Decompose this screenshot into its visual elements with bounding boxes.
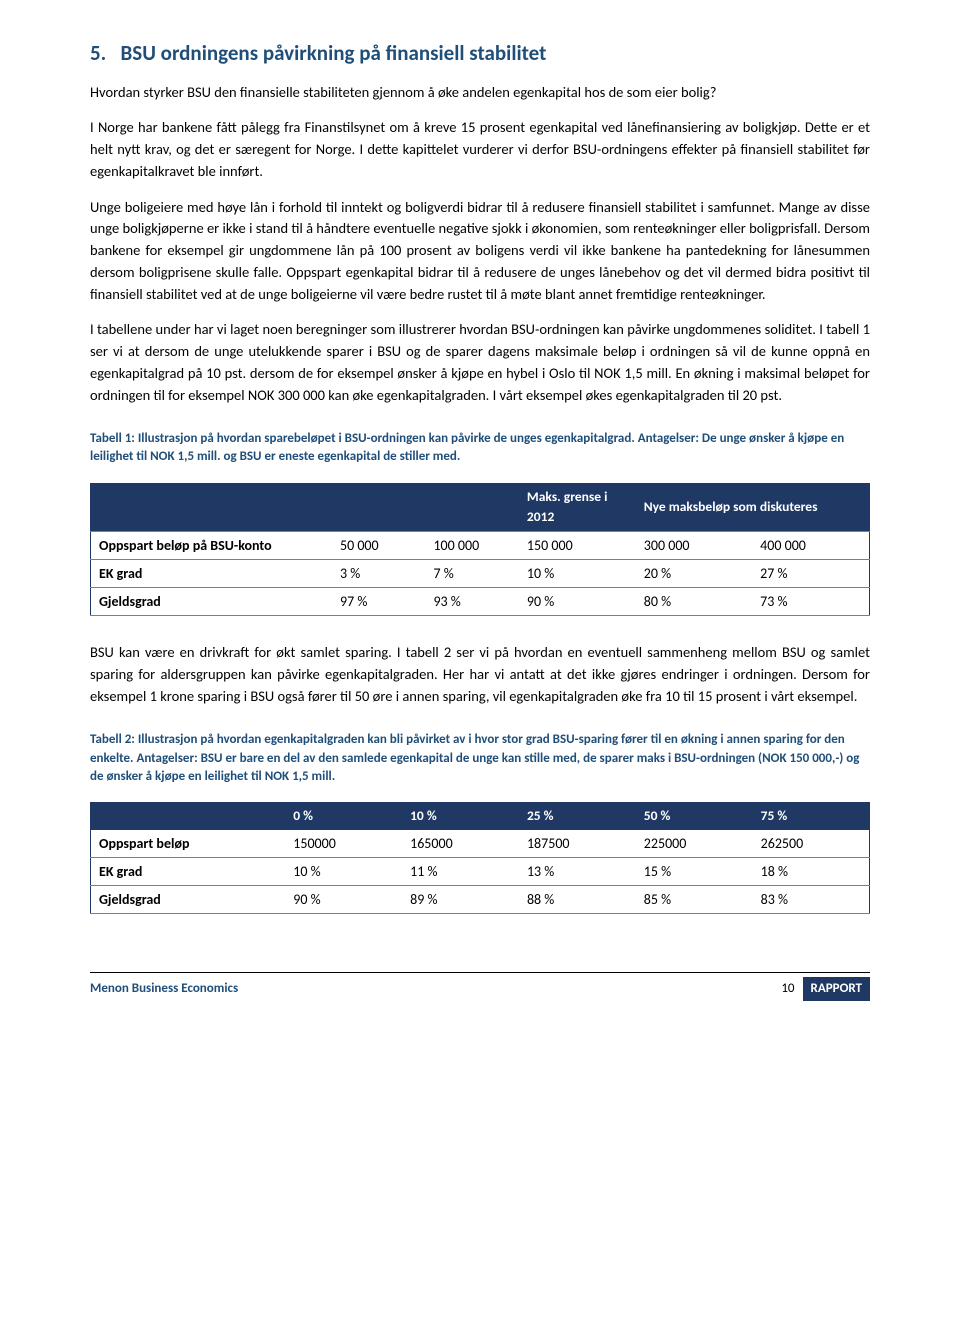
table1-caption: Tabell 1: Illustrasjon på hvordan spareb… <box>90 430 870 466</box>
col-header: 25 % <box>519 802 636 830</box>
table1-header-mid: Maks. grense i 2012 <box>519 483 636 532</box>
row-label: EK grad <box>91 858 286 886</box>
cell: 150 000 <box>519 532 636 560</box>
cell: 93 % <box>425 588 518 616</box>
cell: 150000 <box>285 830 402 858</box>
cell: 97 % <box>332 588 425 616</box>
cell: 225000 <box>636 830 753 858</box>
report-label: RAPPORT <box>803 977 870 1001</box>
section-heading: 5. BSU ordningens påvirkning på finansie… <box>90 38 870 70</box>
col-header: 0 % <box>285 802 402 830</box>
cell: 90 % <box>519 588 636 616</box>
col-header: 50 % <box>636 802 753 830</box>
cell: 88 % <box>519 886 636 914</box>
cell: 10 % <box>519 560 636 588</box>
row-label: Gjeldsgrad <box>91 886 286 914</box>
cell: 187500 <box>519 830 636 858</box>
section-number: 5. <box>90 40 106 66</box>
row-label: EK grad <box>91 560 332 588</box>
cell: 90 % <box>285 886 402 914</box>
table-row: Oppspart beløp på BSU-konto 50 000 100 0… <box>91 532 870 560</box>
cell: 89 % <box>402 886 519 914</box>
cell: 13 % <box>519 858 636 886</box>
col-header: 75 % <box>753 802 870 830</box>
paragraph-2: I Norge har bankene fått pålegg fra Fina… <box>90 117 870 182</box>
cell: 300 000 <box>636 532 752 560</box>
paragraph-4: I tabellene under har vi laget noen bere… <box>90 319 870 406</box>
paragraph-intro: Hvordan styrker BSU den finansielle stab… <box>90 82 870 104</box>
paragraph-5: BSU kan være en drivkraft for økt samlet… <box>90 642 870 707</box>
section-title-text: BSU ordningens påvirkning på finansiell … <box>121 40 547 66</box>
cell: 18 % <box>753 858 870 886</box>
cell: 10 % <box>285 858 402 886</box>
cell: 262500 <box>753 830 870 858</box>
table2: 0 % 10 % 25 % 50 % 75 % Oppspart beløp 1… <box>90 802 870 914</box>
col-header <box>91 802 286 830</box>
cell: 3 % <box>332 560 425 588</box>
cell: 50 000 <box>332 532 425 560</box>
cell: 85 % <box>636 886 753 914</box>
cell: 73 % <box>752 588 869 616</box>
cell: 100 000 <box>425 532 518 560</box>
table2-header-row: 0 % 10 % 25 % 50 % 75 % <box>91 802 870 830</box>
cell: 15 % <box>636 858 753 886</box>
row-label: Oppspart beløp på BSU-konto <box>91 532 332 560</box>
table-row: Oppspart beløp 150000 165000 187500 2250… <box>91 830 870 858</box>
table-row: EK grad 10 % 11 % 13 % 15 % 18 % <box>91 858 870 886</box>
table-row: Gjeldsgrad 90 % 89 % 88 % 85 % 83 % <box>91 886 870 914</box>
table1-header-right: Nye maksbeløp som diskuteres <box>636 483 870 532</box>
footer-right: 10 RAPPORT <box>781 977 870 1001</box>
cell: 400 000 <box>752 532 869 560</box>
cell: 7 % <box>425 560 518 588</box>
cell: 80 % <box>636 588 752 616</box>
cell: 165000 <box>402 830 519 858</box>
cell: 20 % <box>636 560 752 588</box>
page-number: 10 <box>781 979 794 999</box>
paragraph-3: Unge boligeiere med høye lån i forhold t… <box>90 197 870 306</box>
table1: Maks. grense i 2012 Nye maksbeløp som di… <box>90 483 870 617</box>
cell: 11 % <box>402 858 519 886</box>
col-header: 10 % <box>402 802 519 830</box>
cell: 27 % <box>752 560 869 588</box>
row-label: Gjeldsgrad <box>91 588 332 616</box>
page-footer: Menon Business Economics 10 RAPPORT <box>90 972 870 1001</box>
cell: 83 % <box>753 886 870 914</box>
table1-header-row: Maks. grense i 2012 Nye maksbeløp som di… <box>91 483 870 532</box>
footer-company: Menon Business Economics <box>90 979 238 999</box>
table-row: EK grad 3 % 7 % 10 % 20 % 27 % <box>91 560 870 588</box>
table2-caption: Tabell 2: Illustrasjon på hvordan egenka… <box>90 731 870 786</box>
table-row: Gjeldsgrad 97 % 93 % 90 % 80 % 73 % <box>91 588 870 616</box>
row-label: Oppspart beløp <box>91 830 286 858</box>
